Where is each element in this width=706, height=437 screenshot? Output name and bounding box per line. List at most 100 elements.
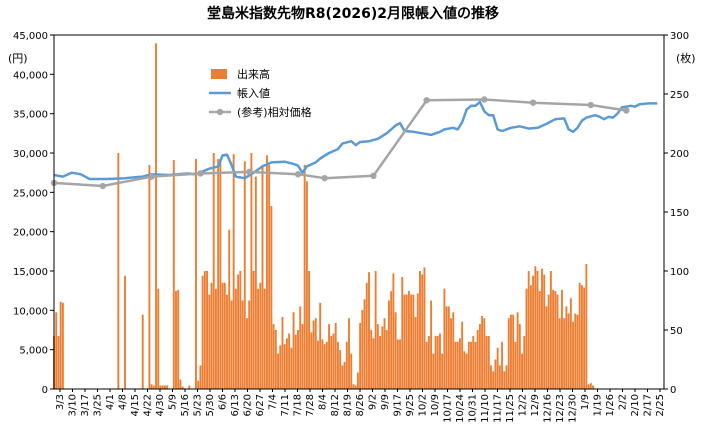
volume-bar	[257, 288, 260, 389]
volume-bar	[274, 330, 277, 389]
volume-bar	[487, 335, 490, 389]
volume-bar	[285, 338, 288, 389]
volume-bar	[521, 353, 523, 389]
x-tick-label: 9/9	[380, 394, 391, 410]
volume-bar	[370, 330, 373, 389]
volume-bar	[281, 317, 284, 389]
volume-bar	[583, 287, 586, 389]
volume-bar	[490, 365, 492, 389]
volume-bar	[263, 288, 266, 389]
volume-bar	[365, 282, 368, 389]
volume-bar	[527, 271, 530, 389]
volume-bar	[259, 282, 262, 389]
x-tick-label: 5/16	[180, 394, 191, 416]
legend-swatch-bar	[211, 69, 227, 79]
volume-bar	[494, 359, 497, 389]
volume-bar	[456, 341, 459, 389]
y-right-tick-label: 100	[670, 267, 689, 278]
volume-bar	[201, 275, 204, 389]
volume-bar	[485, 335, 488, 389]
volume-bar	[59, 301, 62, 389]
volume-bar	[292, 312, 295, 389]
y-left-tick-label: 45,000	[13, 31, 48, 42]
volume-bar	[61, 302, 64, 389]
volume-bar	[57, 335, 60, 389]
volume-bar	[432, 353, 435, 389]
x-tick-label: 4/22	[143, 394, 154, 416]
x-tick-label: 10/17	[443, 394, 454, 423]
y-right-tick-label: 300	[670, 31, 689, 42]
volume-bar	[552, 289, 555, 389]
volume-bar	[510, 314, 512, 389]
volume-bar	[312, 320, 315, 389]
volume-bar	[228, 229, 231, 389]
chart-title: 堂島米指数先物R8(2026)2月限帳入値の推移	[207, 5, 499, 22]
volume-bar	[390, 291, 393, 389]
volume-bar	[545, 306, 548, 389]
volume-bar	[458, 338, 461, 389]
volume-bar	[421, 274, 424, 389]
x-tick-label: 4/1	[105, 394, 116, 410]
volume-bar	[336, 341, 339, 389]
volume-bar	[188, 385, 191, 389]
volume-bar	[501, 341, 504, 389]
x-tick-label: 8/26	[355, 394, 366, 416]
volume-bar	[283, 344, 286, 389]
volume-bar	[529, 285, 532, 389]
volume-bar	[512, 314, 515, 389]
volume-bar	[443, 288, 446, 389]
x-tick-label: 12/9	[530, 394, 541, 416]
volume-bar	[503, 371, 506, 389]
volume-bar	[587, 384, 590, 389]
volume-bar	[161, 385, 164, 389]
volume-bar	[266, 155, 268, 389]
legend-swatch-marker	[216, 108, 224, 116]
volume-bar	[210, 282, 213, 389]
volume-bar	[239, 271, 242, 389]
price-lines	[50, 96, 658, 190]
volume-bar	[538, 291, 541, 389]
volume-bar	[325, 341, 328, 389]
relative-price-marker	[99, 182, 107, 190]
volume-bar	[392, 273, 395, 389]
x-tick-label: 11/25	[505, 394, 516, 423]
relative-price-marker	[370, 172, 377, 180]
volume-bar	[356, 372, 359, 389]
volume-bar	[175, 291, 177, 389]
x-tick-label: 10/31	[468, 394, 479, 423]
volume-bar	[574, 313, 577, 389]
y-left-tick-label: 0	[42, 385, 48, 396]
x-tick-label: 4/30	[155, 394, 166, 416]
y-right-unit: (枚)	[676, 51, 696, 65]
volume-bar	[483, 318, 486, 389]
y-right-tick-label: 200	[670, 149, 689, 160]
relative-price-marker	[148, 173, 155, 180]
volume-bar	[585, 263, 588, 389]
volume-bar	[523, 335, 526, 389]
volume-bar	[450, 318, 452, 389]
relative-price-marker	[423, 97, 430, 104]
volume-bar	[252, 271, 255, 389]
volume-bar	[589, 383, 592, 389]
volume-bar	[561, 289, 563, 389]
x-tick-label: 3/17	[80, 394, 91, 416]
x-tick-label: 6/13	[230, 394, 241, 416]
volume-bar	[478, 324, 481, 389]
volume-bar	[556, 294, 559, 389]
volume-bar	[334, 322, 337, 389]
x-tick-label: 3/3	[55, 394, 66, 410]
x-tick-label: 7/4	[268, 394, 279, 410]
volume-bar	[554, 291, 557, 389]
volume-bar	[379, 335, 382, 389]
volume-bar	[516, 312, 519, 389]
y-right-tick-label: 250	[670, 90, 689, 101]
volume-bar	[525, 288, 528, 389]
volume-bar	[172, 160, 175, 389]
x-tick-label: 11/17	[493, 394, 504, 423]
volume-bar	[141, 314, 144, 389]
volume-bar	[195, 158, 197, 389]
volume-bar	[403, 294, 406, 389]
volume-bar	[248, 300, 251, 389]
volume-bar	[303, 164, 306, 389]
volume-bar	[394, 312, 397, 389]
